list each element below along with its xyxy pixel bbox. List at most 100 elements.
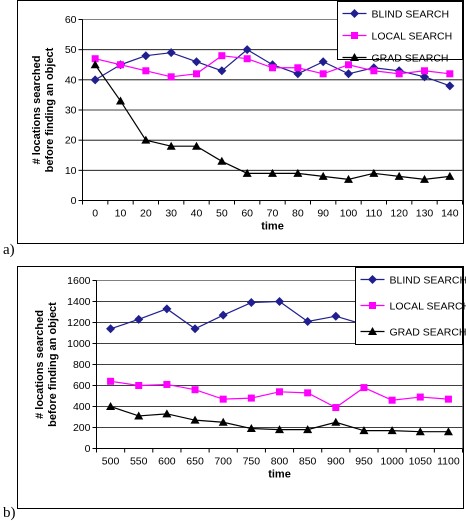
data-point bbox=[445, 81, 455, 91]
data-point bbox=[443, 427, 453, 436]
x-tick-label: 120 bbox=[390, 208, 408, 220]
data-point bbox=[294, 64, 302, 72]
x-tick-label: 20 bbox=[140, 208, 152, 220]
data-point bbox=[218, 310, 228, 320]
x-tick-label: 850 bbox=[299, 456, 317, 468]
data-point bbox=[395, 70, 403, 78]
data-point bbox=[344, 174, 353, 183]
data-point bbox=[275, 425, 284, 434]
data-point bbox=[134, 314, 144, 324]
data-point bbox=[242, 168, 252, 177]
x-tick-label: 70 bbox=[267, 208, 279, 220]
x-tick-label: 500 bbox=[102, 456, 120, 468]
data-point bbox=[293, 168, 303, 177]
data-point bbox=[331, 311, 341, 321]
data-point bbox=[388, 396, 396, 404]
x-tick-label: 0 bbox=[92, 208, 98, 220]
y-axis-label: before finding an object bbox=[47, 302, 59, 427]
data-point bbox=[369, 168, 379, 177]
x-tick-label: 650 bbox=[186, 456, 204, 468]
legend-item: BLIND SEARCH bbox=[360, 275, 466, 287]
panel-label: a) bbox=[3, 242, 15, 258]
x-tick-label: 800 bbox=[271, 456, 289, 468]
data-point bbox=[219, 395, 227, 403]
y-tick-label: 0 bbox=[71, 195, 77, 207]
legend-marker bbox=[368, 275, 377, 284]
data-point bbox=[303, 425, 313, 434]
data-point bbox=[242, 45, 252, 55]
data-point bbox=[167, 73, 175, 81]
data-point bbox=[415, 427, 425, 436]
data-point bbox=[247, 394, 255, 402]
data-point bbox=[141, 51, 151, 61]
data-point bbox=[162, 409, 172, 418]
x-tick-label: 50 bbox=[216, 208, 228, 220]
chart-a: 0 10 20 30 40 50 60 0 10 20 30 40 50 60 70 80 90 100 110 12… bbox=[3, 0, 464, 258]
data-point bbox=[420, 72, 429, 82]
data-point bbox=[331, 417, 341, 426]
y-tick-label: 200 bbox=[73, 422, 91, 434]
data-point bbox=[166, 48, 176, 58]
data-point bbox=[360, 384, 368, 392]
legend-label: GRAD SEARCH bbox=[372, 53, 449, 65]
data-point bbox=[141, 135, 151, 144]
data-point bbox=[303, 316, 313, 326]
x-tick-label: 130 bbox=[416, 208, 434, 220]
chart-frame bbox=[17, 0, 464, 244]
legend-marker bbox=[350, 53, 359, 61]
series-local-search bbox=[107, 377, 452, 412]
x-tick-label: 90 bbox=[317, 208, 329, 220]
data-point bbox=[106, 324, 116, 334]
data-point bbox=[275, 297, 284, 306]
y-tick-label: 600 bbox=[73, 380, 91, 392]
data-point bbox=[117, 61, 124, 69]
data-point bbox=[445, 171, 455, 180]
data-point bbox=[304, 389, 312, 397]
chart-panel-b: 0 200 400 600 800 1000 1200 1400 1600 500 550 600 65… bbox=[0, 263, 466, 521]
legend-item: GRAD SEARCH bbox=[342, 53, 449, 65]
legend: BLIND SEARCH LOCAL SEARCH GRAD SEARCH bbox=[355, 267, 466, 345]
series-grad-search bbox=[106, 402, 453, 436]
y-tick-label: 1400 bbox=[67, 296, 91, 308]
data-point bbox=[191, 386, 199, 394]
y-tick-label: 20 bbox=[65, 135, 77, 147]
x-tick-label: 140 bbox=[441, 208, 459, 220]
data-point bbox=[276, 388, 283, 396]
data-point bbox=[420, 174, 429, 183]
x-axis-label: time bbox=[268, 469, 291, 481]
y-tick-label: 60 bbox=[65, 14, 77, 26]
legend-marker bbox=[351, 32, 358, 39]
data-point bbox=[217, 66, 227, 76]
legend-item: BLIND SEARCH bbox=[342, 9, 449, 21]
data-point bbox=[359, 426, 369, 435]
y-tick-label: 400 bbox=[73, 401, 91, 413]
x-tick-label: 60 bbox=[241, 208, 253, 220]
data-point bbox=[218, 417, 228, 426]
data-point bbox=[91, 55, 99, 63]
x-tick-label: 1100 bbox=[437, 456, 460, 468]
data-point bbox=[394, 171, 404, 180]
y-tick-label: 1000 bbox=[67, 338, 91, 350]
legend-marker bbox=[369, 302, 376, 309]
chart-panel-a: 0 10 20 30 40 50 60 0 10 20 30 40 50 60 70 80 90 100 110 12… bbox=[0, 0, 466, 260]
x-tick-label: 30 bbox=[165, 208, 177, 220]
x-tick-label: 40 bbox=[191, 208, 203, 220]
data-point bbox=[192, 57, 201, 67]
x-tick-label: 550 bbox=[130, 456, 148, 468]
y-axis-label: before finding an object bbox=[44, 47, 56, 172]
data-point bbox=[107, 377, 115, 385]
panel-label: b) bbox=[3, 505, 16, 521]
legend-label: BLIND SEARCH bbox=[390, 275, 466, 287]
data-point bbox=[318, 57, 328, 67]
data-point bbox=[345, 61, 352, 69]
data-point bbox=[190, 324, 200, 334]
legend-label: LOCAL SEARCH bbox=[390, 301, 466, 313]
legend-item: GRAD SEARCH bbox=[360, 327, 466, 339]
data-point bbox=[332, 404, 340, 412]
x-tick-label: 950 bbox=[355, 456, 373, 468]
y-tick-label: 50 bbox=[65, 44, 77, 56]
legend-marker bbox=[350, 9, 359, 18]
legend-box bbox=[337, 1, 463, 60]
data-point bbox=[116, 96, 125, 105]
y-tick-label: 800 bbox=[73, 359, 91, 371]
